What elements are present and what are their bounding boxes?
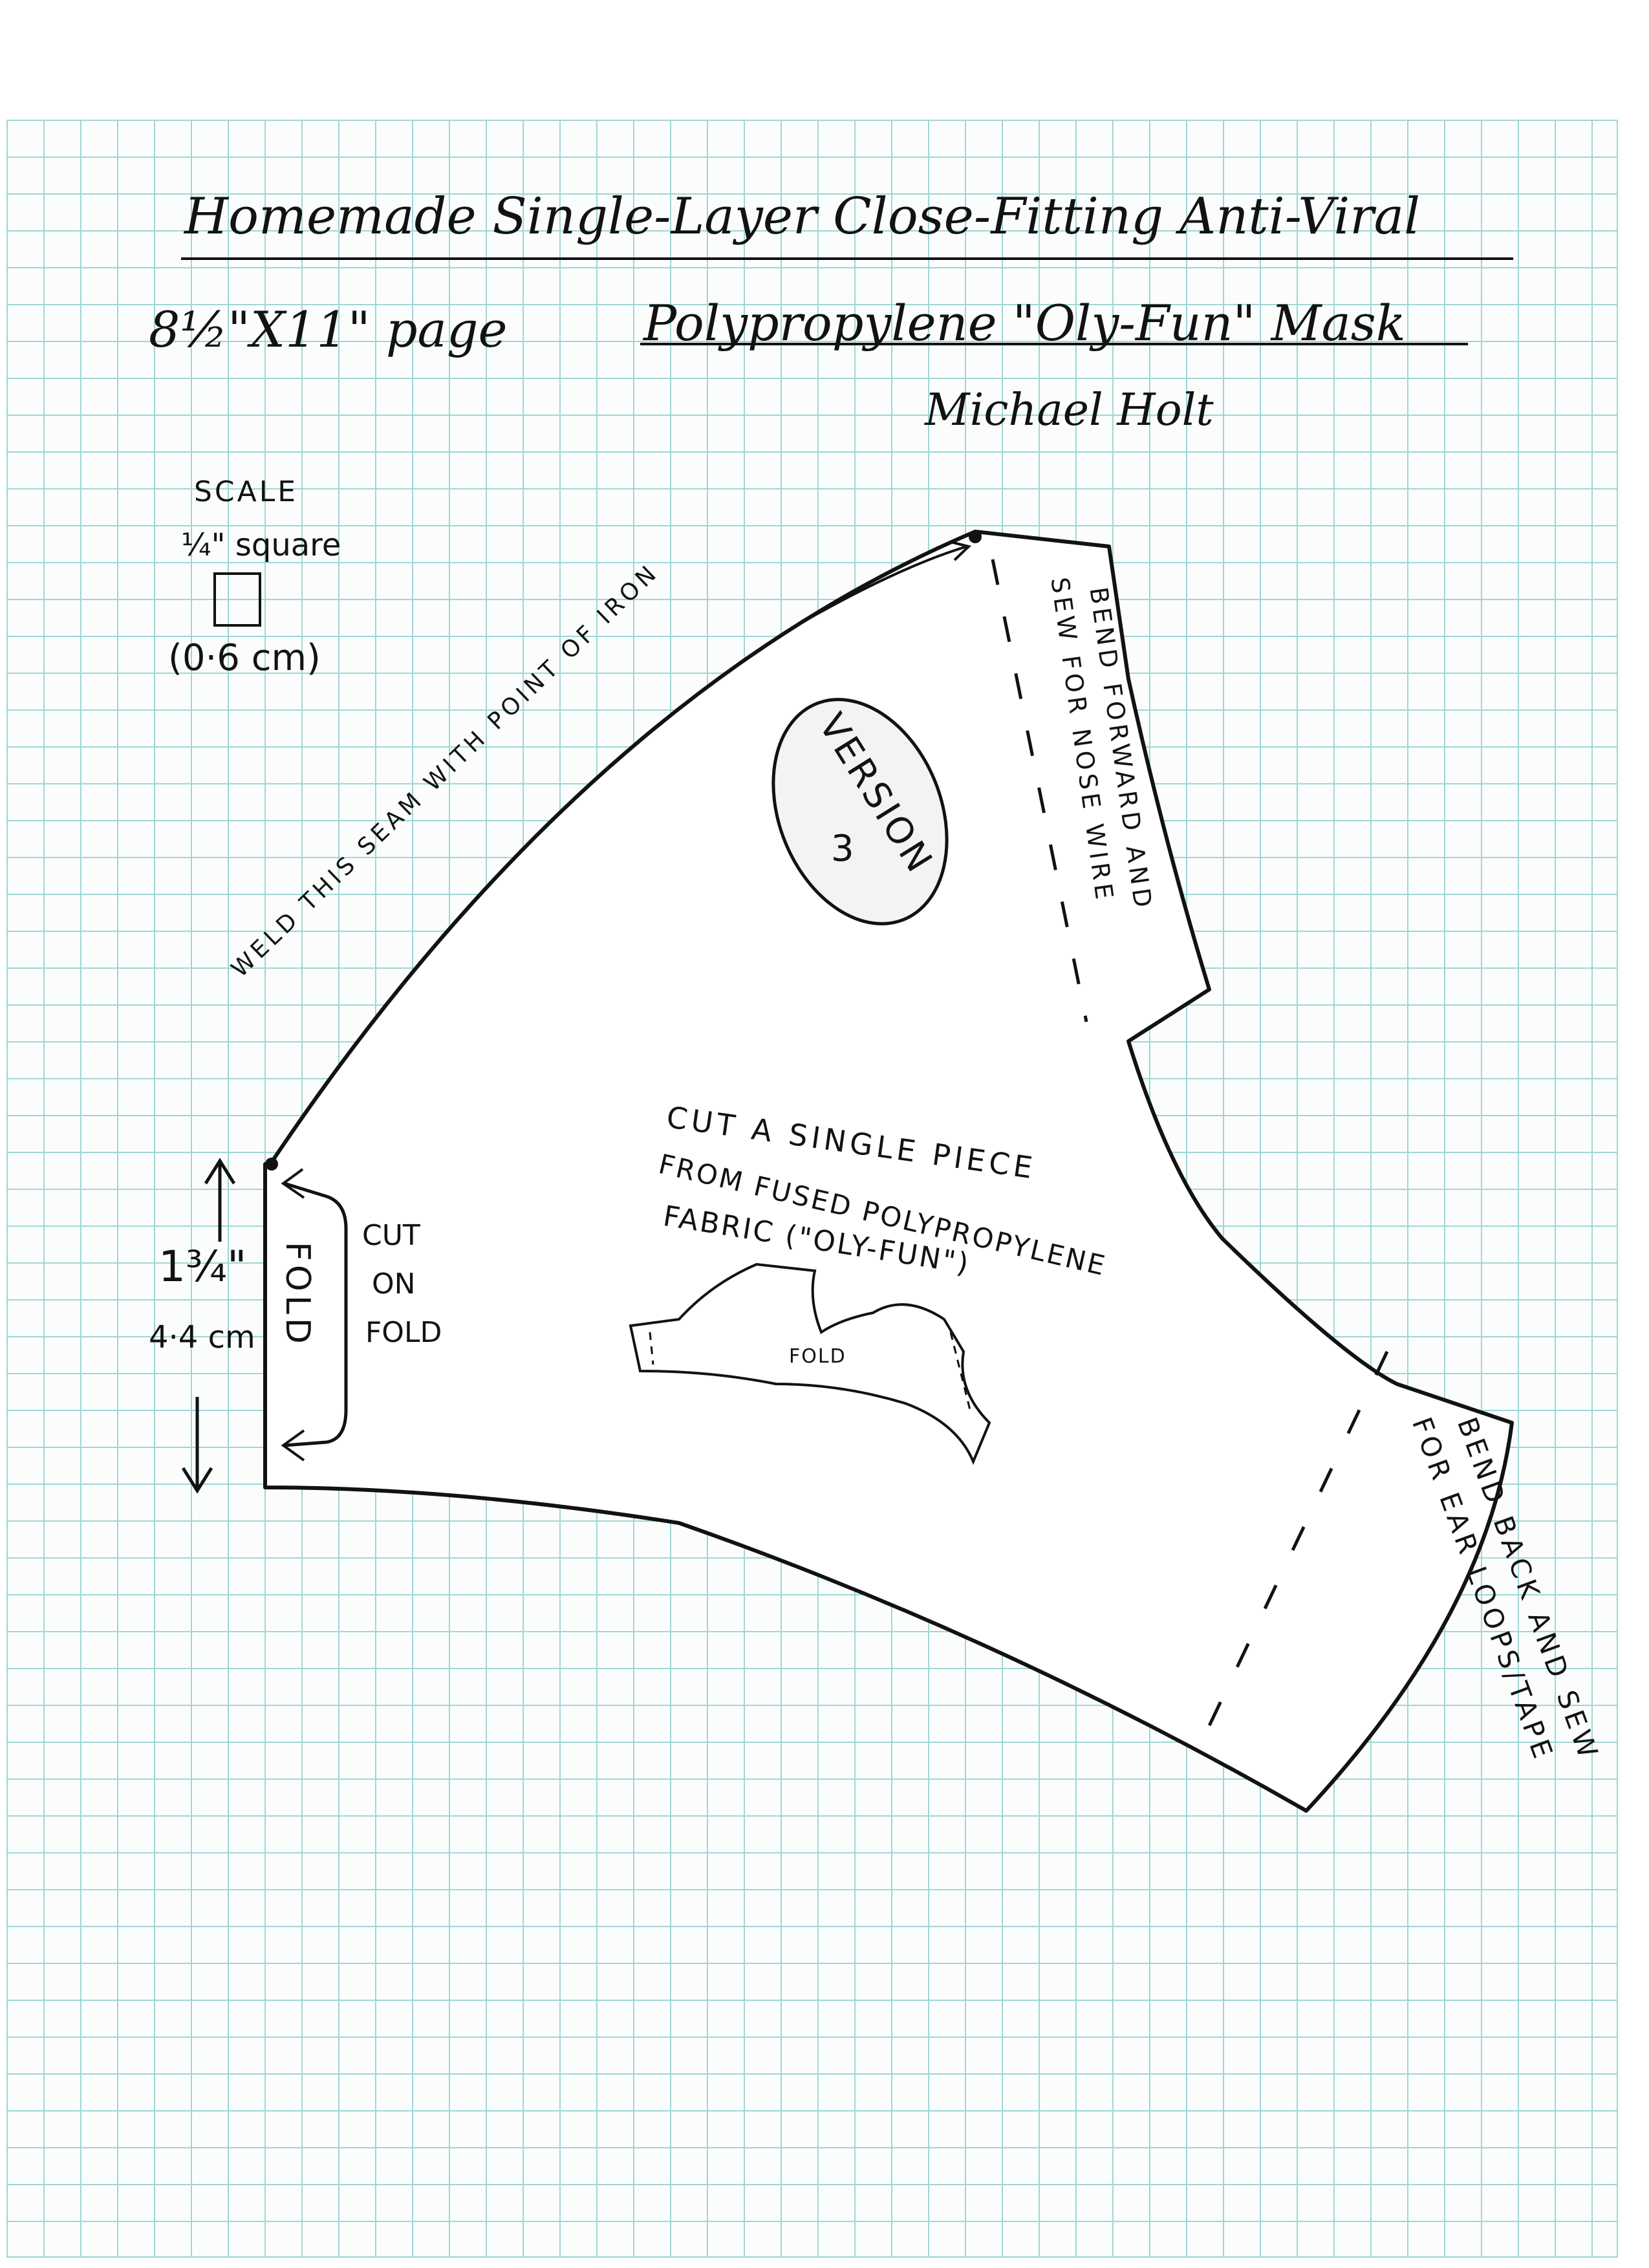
dimension-metric: 4·4 cm bbox=[149, 1319, 255, 1355]
version-ellipse bbox=[771, 698, 949, 925]
title-underline-1 bbox=[181, 257, 1513, 260]
author-name: Michael Holt bbox=[925, 385, 1214, 436]
fold-corner-dot bbox=[265, 1158, 278, 1171]
ear-dashed-line bbox=[1198, 1350, 1389, 1747]
scale-square-label: ¼" square bbox=[181, 527, 341, 563]
page-size-note: 8½"X11" page bbox=[149, 301, 508, 358]
pattern-outline bbox=[263, 530, 1514, 1813]
title-line-1: Homemade Single-Layer Close-Fitting Anti… bbox=[184, 188, 1421, 246]
nose-corner-dot bbox=[969, 530, 982, 543]
mini-fold-label: FOLD bbox=[789, 1345, 846, 1368]
scale-metric: (0·6 cm) bbox=[168, 637, 321, 679]
cut-on-fold-line-3: FOLD bbox=[365, 1316, 442, 1349]
fold-bracket-arrow-top bbox=[281, 1168, 305, 1199]
dimension-imperial: 1¾" bbox=[158, 1242, 247, 1291]
fold-bracket bbox=[284, 1182, 348, 1447]
title-underline-2 bbox=[640, 343, 1468, 345]
fold-bracket-arrow-bottom bbox=[281, 1429, 305, 1462]
cut-on-fold-line-1: CUT bbox=[362, 1219, 420, 1252]
version-number: 3 bbox=[831, 828, 854, 870]
seam-arrow-head bbox=[950, 541, 972, 561]
title-line-2: Polypropylene "Oly-Fun" Mask bbox=[643, 294, 1406, 352]
seam-arrow-line bbox=[781, 545, 967, 635]
scale-heading: SCALE bbox=[194, 475, 299, 508]
fold-label: FOLD bbox=[278, 1242, 317, 1348]
mini-pattern-sketch bbox=[629, 1262, 991, 1465]
nose-dashed-line bbox=[991, 559, 1088, 1022]
dimension-arrowhead-top bbox=[204, 1158, 236, 1185]
scale-square bbox=[213, 572, 261, 627]
cut-on-fold-line-2: ON bbox=[372, 1268, 416, 1301]
dimension-arrowhead-bottom bbox=[181, 1467, 213, 1494]
mini-dash-left bbox=[649, 1332, 654, 1365]
